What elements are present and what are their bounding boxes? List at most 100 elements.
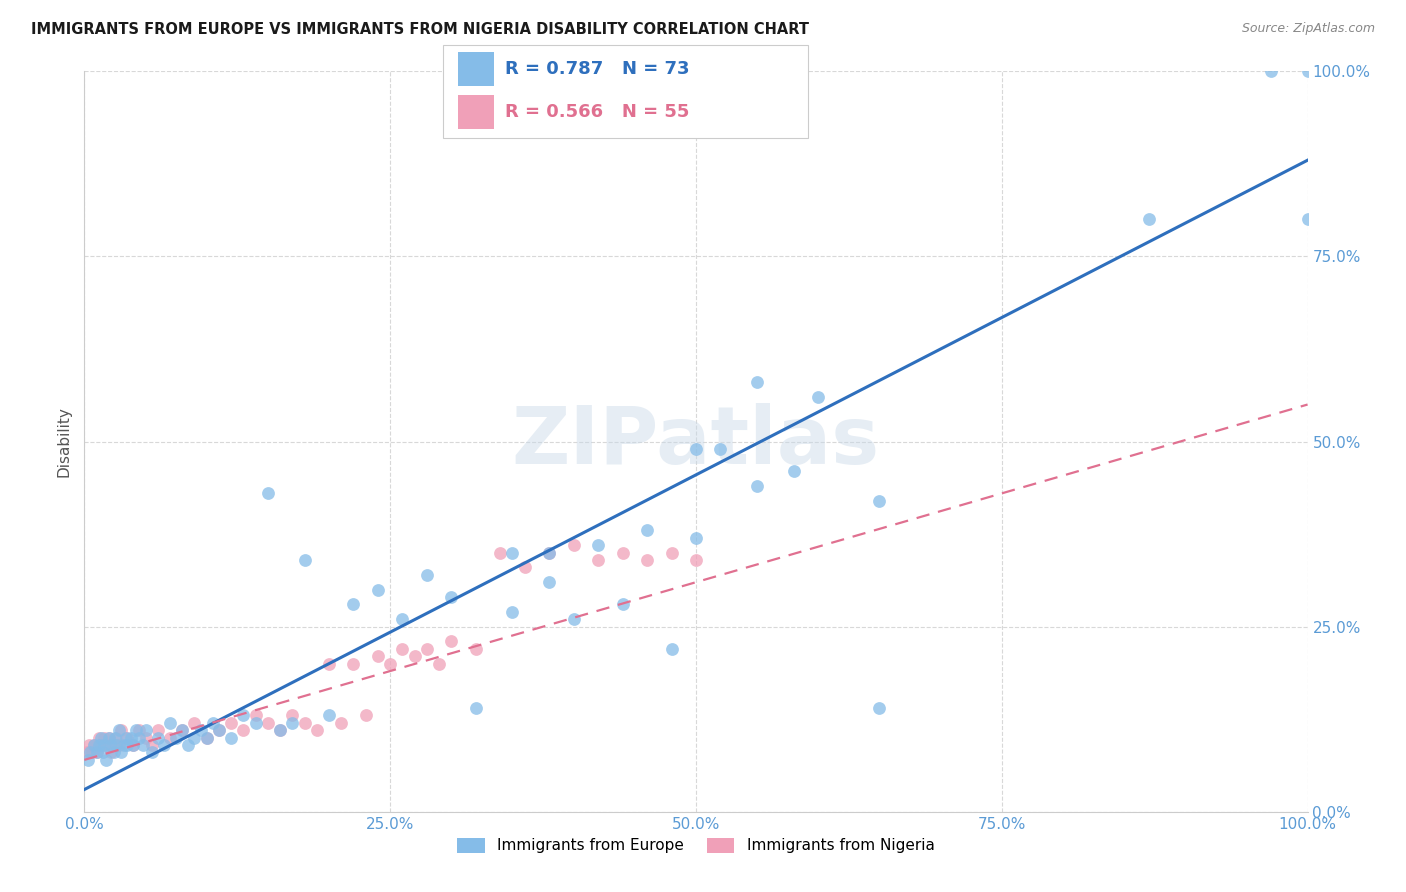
Point (135, 723, 157, 738)
Point (159, 715, 181, 730)
Point (208, 723, 231, 738)
Point (305, 723, 328, 738)
Point (100, 738, 122, 752)
Point (685, 553, 707, 567)
Point (318, 708, 340, 723)
Point (77, 753, 100, 767)
Point (391, 641, 413, 656)
Point (107, 723, 129, 738)
Point (96, 738, 118, 752)
Point (208, 723, 231, 738)
Point (86, 746, 108, 760)
Point (636, 553, 658, 567)
FancyBboxPatch shape (443, 45, 808, 138)
Point (201, 715, 224, 730)
Point (97, 731, 120, 745)
Point (294, 715, 316, 730)
Point (183, 715, 205, 730)
Point (1296, 64, 1319, 78)
Point (141, 746, 163, 760)
Point (562, 538, 585, 552)
Point (354, 708, 377, 723)
Text: R = 0.787   N = 73: R = 0.787 N = 73 (505, 60, 689, 78)
Point (232, 723, 254, 738)
Point (177, 738, 200, 752)
Point (685, 442, 707, 456)
Legend: Immigrants from Europe, Immigrants from Nigeria: Immigrants from Europe, Immigrants from … (451, 832, 941, 860)
Point (612, 598, 634, 612)
Point (257, 486, 280, 500)
Point (146, 731, 169, 745)
Point (1137, 212, 1160, 227)
Point (105, 738, 128, 752)
Point (440, 590, 463, 604)
Point (172, 723, 194, 738)
Point (464, 641, 486, 656)
Point (281, 715, 304, 730)
Text: Source: ZipAtlas.com: Source: ZipAtlas.com (1241, 22, 1375, 36)
Point (110, 746, 132, 760)
Point (122, 738, 145, 752)
Point (125, 723, 148, 738)
Point (427, 657, 450, 671)
Y-axis label: Disability: Disability (56, 406, 72, 477)
Point (219, 731, 242, 745)
Point (869, 493, 891, 508)
Point (112, 738, 135, 752)
Point (105, 731, 128, 745)
Point (93, 738, 115, 752)
Point (538, 546, 561, 560)
Point (257, 715, 280, 730)
Point (103, 746, 125, 760)
Point (172, 723, 194, 738)
Point (380, 657, 402, 671)
Point (586, 553, 609, 567)
Point (165, 731, 187, 745)
Point (107, 738, 129, 752)
Point (141, 738, 163, 752)
FancyBboxPatch shape (457, 95, 494, 129)
Point (135, 731, 157, 745)
Point (219, 715, 242, 730)
Point (342, 657, 364, 671)
Point (440, 634, 463, 648)
Point (294, 553, 316, 567)
Point (747, 479, 769, 493)
Point (122, 738, 145, 752)
Point (79, 746, 101, 760)
Point (269, 723, 291, 738)
Point (91, 746, 114, 760)
Point (120, 731, 142, 745)
Point (146, 723, 169, 738)
Point (183, 731, 205, 745)
FancyBboxPatch shape (457, 52, 494, 86)
Point (281, 708, 304, 723)
Point (661, 546, 683, 560)
Point (132, 738, 155, 752)
Point (661, 641, 683, 656)
Point (269, 723, 291, 738)
Point (97, 731, 120, 745)
Point (513, 560, 536, 574)
Point (195, 731, 218, 745)
Point (391, 612, 413, 626)
Point (128, 723, 150, 738)
Point (367, 582, 389, 597)
Point (404, 649, 426, 664)
Point (83, 738, 105, 752)
Point (783, 464, 806, 478)
Point (502, 605, 524, 619)
Point (100, 746, 122, 760)
Point (90, 738, 112, 752)
Point (586, 538, 609, 552)
Point (90, 731, 112, 745)
Point (367, 649, 389, 664)
Point (1296, 212, 1319, 227)
Text: ZIPatlas: ZIPatlas (512, 402, 880, 481)
Point (562, 612, 585, 626)
Point (538, 546, 561, 560)
Point (80, 746, 103, 760)
Point (195, 731, 218, 745)
Point (502, 546, 524, 560)
Point (77, 738, 100, 752)
